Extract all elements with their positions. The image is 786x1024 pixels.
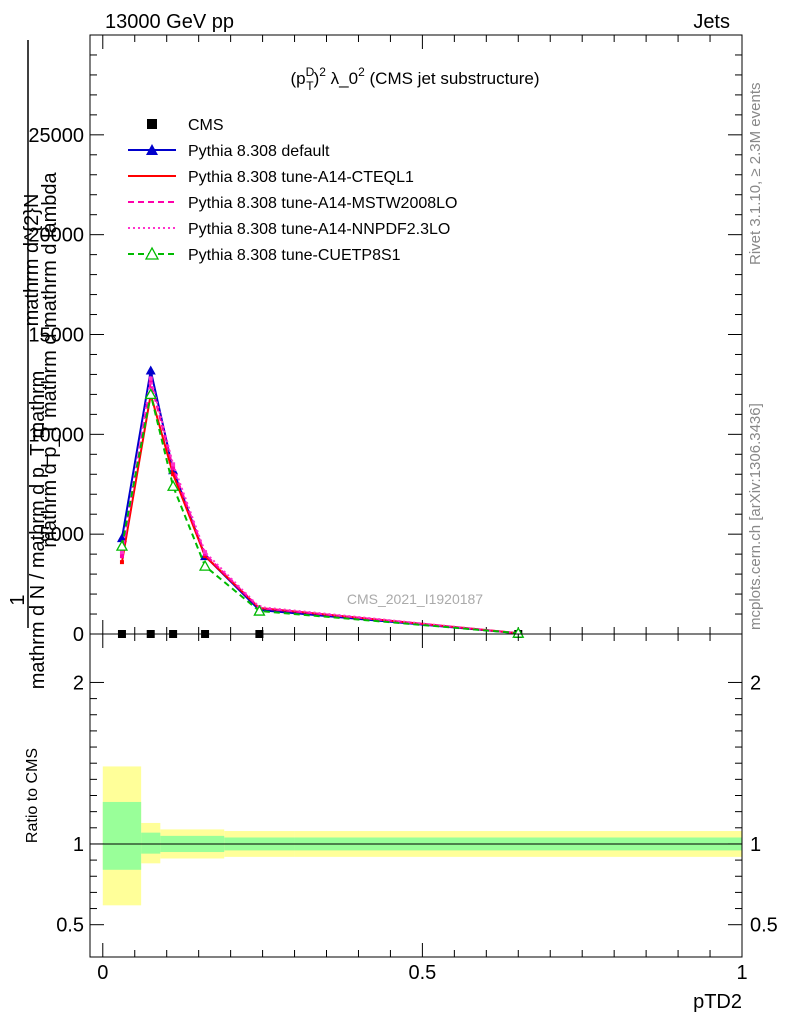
x-axis-label: pTD2 [693,991,742,1013]
y-tick-label: 10000 [28,424,84,446]
ratio-band-inner [141,832,161,854]
series-line [120,394,519,635]
ratio-y-axis-label: Ratio to CMS [24,748,41,843]
ratio-panel: 0.5 0.5 1 1 2 2 0 0.5 1 Ratio to CMS pTD2 [24,633,778,1013]
title-sup: 2 [319,65,326,79]
ratio-frame [89,633,743,958]
legend-label: Pythia 8.308 tune-CUETP8S1 [188,247,401,264]
header-right: Jets [693,11,730,33]
series-marker [148,376,153,381]
series-marker [166,479,180,491]
x-tick-label: 0.5 [408,962,436,984]
series-marker [171,466,176,471]
legend-label: Pythia 8.308 default [188,143,330,160]
series-line [120,394,519,635]
series-marker [119,550,124,555]
ratio-y-tick-label-right: 0.5 [750,915,778,937]
series-marker [171,472,176,477]
ratio-y-tick-label: 1 [73,834,84,856]
series-marker [198,559,212,571]
legend-marker [144,246,160,260]
series-marker [148,380,153,385]
series-marker [119,554,124,559]
legend-label: CMS [188,117,224,134]
y-axis-label: mathrm d N / mathrm d p_T mathrm [27,371,49,690]
legend-label: Pythia 8.308 tune-A14-NNPDF2.3LO [188,221,450,238]
y-tick-label: 15000 [28,325,84,347]
series-marker [253,604,266,616]
title-sup: D [306,65,315,79]
ratio-y-tick-label: 0.5 [56,915,84,937]
x-tick-label: 0 [97,962,108,984]
header-left: 13000 GeV pp [105,11,234,33]
series-marker [115,539,129,551]
legend-label: Pythia 8.308 tune-A14-CTEQL1 [188,169,414,186]
title-part: λ_0 [326,69,358,88]
y-tick-label: 0 [73,624,84,646]
series-marker [171,462,176,467]
x-tick-label: 1 [736,962,747,984]
ratio-y-tick-label: 2 [73,672,84,694]
title-sub: T [306,79,314,93]
series-marker [144,388,157,400]
y-tick-label: 20000 [28,225,84,247]
watermark: CMS_2021_I1920187 [347,591,483,607]
title-part: (CMS jet substructure) [365,69,540,88]
y-tick-label: 5000 [40,524,85,546]
title-part: ) [314,69,320,88]
y-axis-label: mathrm d p_T mathrm d mathrm d lambda [39,171,61,547]
ratio-y-tick-label-right: 1 [750,834,761,856]
title-part: (p [290,69,305,88]
ratio-y-tick-label-right: 2 [750,672,761,694]
series-line [120,382,519,635]
series-marker [203,550,208,555]
legend-marker [147,119,157,129]
y-axis-label: 1 [7,594,29,605]
chart-title: (pD T)2 λ_02 (CMS jet substructure) [290,65,539,93]
legend-marker [146,144,158,155]
rivet-label: Rivet 3.1.10, ≥ 2.3M events [747,83,764,266]
mcplots-label: mcplots.cern.ch [arXiv:1306.3436] [747,403,764,630]
title-sup: 2 [358,65,365,79]
legend-label: Pythia 8.308 tune-A14-MSTW2008LO [188,195,457,212]
series-marker [116,533,127,543]
y-tick-label: 25000 [28,125,84,147]
y-axis-label: mathrm d^{2}N [21,194,43,327]
ratio-band-inner [102,801,142,870]
series-line [120,378,519,635]
series-marker [145,365,156,375]
series-marker [119,560,124,565]
